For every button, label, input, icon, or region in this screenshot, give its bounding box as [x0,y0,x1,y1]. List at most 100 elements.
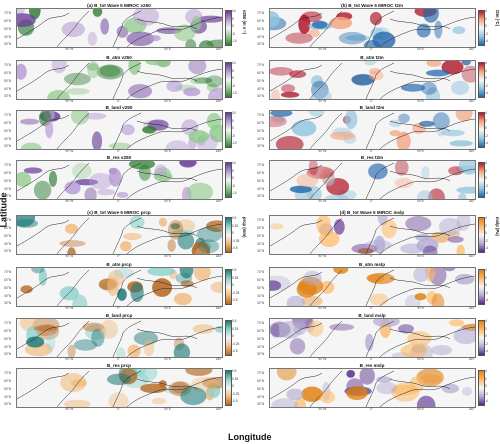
coastline [309,370,343,407]
anomaly-patch [422,245,438,254]
colorbar-tick: -2 [485,31,488,36]
coastline [56,320,90,357]
longitude-tick: 180° [468,407,476,411]
anomaly-patch [108,392,129,407]
anomaly-patch [183,87,201,97]
longitude-tick: 90°W [318,357,327,361]
colorbar-tick: 0 [232,176,234,180]
colorbar-tick: 4 [485,111,487,115]
map-panel [16,368,223,408]
latitude-tick: 50°N [4,234,12,238]
map-panel [16,267,223,307]
anomaly-patch [453,327,475,345]
anomaly-patch [45,119,54,139]
coastline [309,112,343,149]
latitude-tick: 40°N [257,187,265,191]
anomaly-patch [320,168,335,184]
coastline [136,70,198,82]
anomaly-patch [289,185,312,193]
latitude-tick: 50°N [257,79,265,83]
anomaly-patch [197,15,222,23]
map-panel [269,110,476,150]
anomaly-patch [270,11,280,28]
anomaly-patch [17,63,27,80]
longitude-tick: 180° [215,99,223,103]
colorbar-tick: -0.25 [232,290,240,295]
latitude-tick: 70°N [257,63,265,67]
map-field [270,319,475,357]
coastline [126,118,222,149]
coastline [136,328,198,340]
anomaly-patch [301,386,323,402]
map-panel [16,8,223,48]
map-panel [269,215,476,255]
latitude-tick: 70°N [4,371,12,375]
latitude-tick: 60°N [4,278,12,282]
anomaly-patch [376,381,398,395]
latitude-tick: 40°N [4,242,12,246]
coastline [270,219,323,247]
coastline [365,269,395,306]
anomaly-patch [368,163,388,180]
coastline [379,68,475,99]
colorbar-tick: 0 [232,334,234,338]
anomaly-patch [67,247,76,254]
anomaly-patch [206,39,222,47]
colorbar-tick: 2 [485,326,487,331]
coastline [365,112,395,149]
longitude-tick: 180° [215,199,223,203]
anomaly-patch [456,244,465,254]
anomaly-patch [398,113,410,124]
colorbar-tick: 4 [485,9,487,13]
map-field [270,216,475,254]
coastline [56,269,90,306]
map-panel [16,215,223,255]
colorbar-tick: 0 [232,24,234,28]
coastline [56,217,90,254]
coastline [126,326,222,357]
anomaly-patch [338,31,366,45]
colorbar [478,10,485,46]
latitude-tick: 70°N [4,270,12,274]
coastline [389,170,451,182]
longitude-tick: 0° [369,357,374,361]
anomaly-patch [150,35,161,42]
latitude-tick: 60°N [4,226,12,230]
anomaly-patch [205,220,222,232]
anomaly-patch [377,216,388,226]
coastline [379,168,475,199]
latitude-tick: 60°N [4,171,12,175]
latitude-tick: 70°N [257,113,265,117]
anomaly-patch [38,268,47,286]
anomaly-patch [33,325,58,332]
anomaly-patch [346,386,368,400]
anomaly-patch [74,179,99,186]
colorbar-tick: -2 [485,341,488,346]
anomaly-patch [20,118,40,125]
map-panel [16,318,223,358]
latitude-tick: 40°N [4,345,12,349]
anomaly-patch [180,386,207,406]
coastline [389,277,451,289]
anomaly-patch [122,232,142,241]
anomaly-patch [306,166,335,179]
anomaly-patch [120,241,132,252]
latitude-tick: 70°N [4,163,12,167]
panel-title: (a) B_tot Wave 5 MIROC v250 [87,3,151,8]
map-panel [16,160,223,200]
colorbar-tick: -4 [485,39,488,43]
colorbar-tick: -2 [485,290,488,295]
map-field [17,111,222,149]
anomaly-patch [366,273,385,283]
coastline [379,326,475,357]
anomaly-patch [329,16,353,30]
longitude-tick: 180° [468,357,476,361]
anomaly-patch [196,226,222,243]
longitude-tick: 0° [116,407,121,411]
anomaly-patch [333,219,345,235]
coastline [365,10,395,47]
longitude-tick: 0° [369,254,374,258]
colorbar-tick: -4 [485,399,488,403]
colorbar-tick: 5 [232,118,234,123]
anomaly-patch [100,18,110,35]
